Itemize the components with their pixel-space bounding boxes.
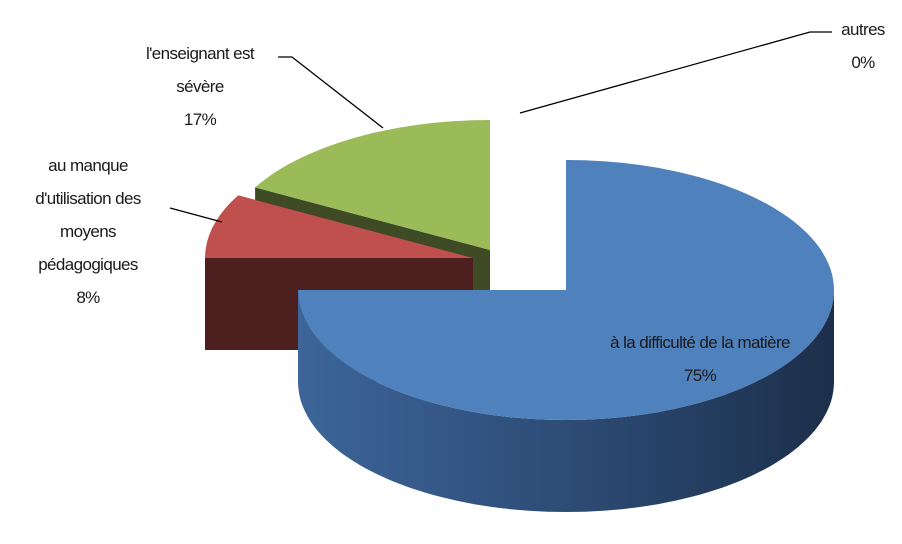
category-label: l'enseignant est sévère xyxy=(145,44,255,96)
category-label: à la difficulté de la matière xyxy=(610,333,790,352)
leader-line xyxy=(169,207,223,223)
slice-label: l'enseignant est sévère 17% xyxy=(125,37,275,136)
slice xyxy=(298,160,834,420)
slice-wall xyxy=(298,290,834,512)
category-label: autres xyxy=(841,20,885,39)
slice-label: au manque d'utilisation des moyens pédag… xyxy=(13,149,163,314)
value-label: 8% xyxy=(76,288,100,307)
leader-line xyxy=(278,56,384,129)
slice xyxy=(205,195,473,258)
leader-line xyxy=(519,31,832,114)
slice-label: autres 0% xyxy=(823,13,902,79)
slice xyxy=(255,120,490,250)
value-label: 17% xyxy=(183,110,217,129)
value-label: 75% xyxy=(683,366,717,385)
slice-label: à la difficulté de la matière 75% xyxy=(600,326,800,392)
category-label: au manque d'utilisation des moyens pédag… xyxy=(35,156,141,274)
value-label: 0% xyxy=(851,53,875,72)
